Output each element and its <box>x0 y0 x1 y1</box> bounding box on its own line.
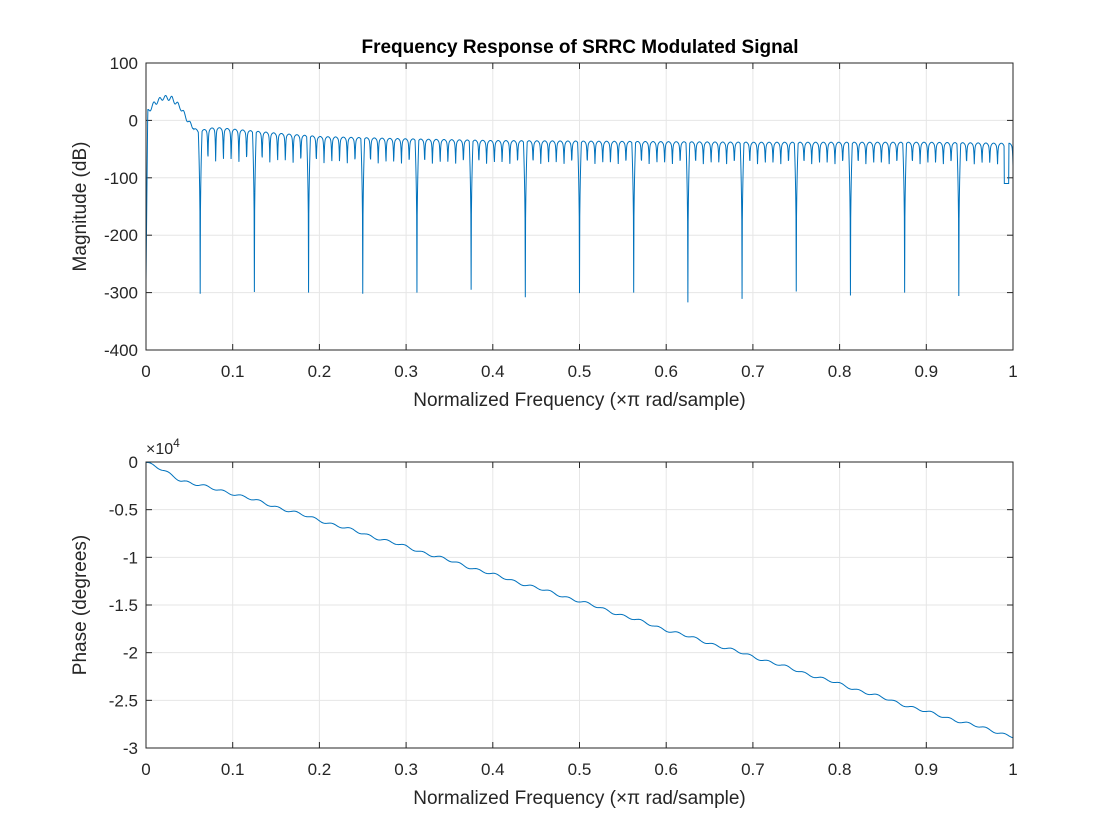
x-tick-label: 0 <box>141 760 150 779</box>
y-tick-label: -3 <box>123 739 138 758</box>
magnitude-ylabel: Magnitude (dB) <box>70 142 91 272</box>
y-tick-label: -200 <box>104 226 138 245</box>
magnitude-axes: 0 0.1 0.2 0.3 0.4 0.5 0.6 0.7 0.8 0.9 1 100 0 -100 -20… <box>70 54 1018 411</box>
y-tick-label: -300 <box>104 284 138 303</box>
x-tick-label: 0.2 <box>308 362 332 381</box>
magnitude-series-line <box>145 94 1014 303</box>
x-tick-label: 0.8 <box>828 362 852 381</box>
phase-grid <box>145 461 1014 749</box>
x-tick-label: 1 <box>1008 362 1017 381</box>
x-tick-label: 0.3 <box>394 760 418 779</box>
y-tick-label: -100 <box>104 169 138 188</box>
x-tick-label: 0.8 <box>828 760 852 779</box>
x-tick-label: 0.4 <box>481 760 505 779</box>
y-tick-label: -1.5 <box>109 596 138 615</box>
y-tick-label: -400 <box>104 341 138 360</box>
phase-ylabel: Phase (degrees) <box>70 535 91 675</box>
phase-exponent-label: ×104 <box>146 436 180 458</box>
y-tick-label: 100 <box>110 54 138 73</box>
x-tick-label: 0.1 <box>221 760 245 779</box>
phase-axes: 0 0.1 0.2 0.3 0.4 0.5 0.6 0.7 0.8 0.9 1 0 -0.5 -1 -1.5… <box>70 436 1018 809</box>
phase-xlabel: Normalized Frequency (×π rad/sample) <box>413 788 746 809</box>
x-tick-label: 0.3 <box>394 362 418 381</box>
y-tick-label: 0 <box>129 111 138 130</box>
x-tick-label: 1 <box>1008 760 1017 779</box>
y-tick-label: 0 <box>129 453 138 472</box>
x-tick-label: 0.6 <box>654 362 678 381</box>
y-tick-label: -2.5 <box>109 691 138 710</box>
x-tick-label: 0.6 <box>654 760 678 779</box>
x-tick-label: 0.7 <box>741 760 765 779</box>
phase-exponent-prefix: ×10 <box>146 441 173 458</box>
phase-tick-labels: 0 0.1 0.2 0.3 0.4 0.5 0.6 0.7 0.8 0.9 1 0 -0.5 -1 -1.5… <box>109 453 1018 779</box>
x-tick-label: 0.5 <box>568 760 592 779</box>
y-tick-label: -2 <box>123 644 138 663</box>
x-tick-label: 0.7 <box>741 362 765 381</box>
x-tick-label: 0 <box>141 362 150 381</box>
chart-title: Frequency Response of SRRC Modulated Sig… <box>361 37 798 58</box>
x-tick-label: 0.1 <box>221 362 245 381</box>
x-tick-label: 0.2 <box>308 760 332 779</box>
phase-series-line <box>146 461 1014 739</box>
x-tick-label: 0.5 <box>568 362 592 381</box>
magnitude-axes-box <box>145 62 1014 351</box>
magnitude-xlabel: Normalized Frequency (×π rad/sample) <box>413 390 746 411</box>
phase-axes-box <box>145 461 1014 749</box>
y-tick-label: -1 <box>123 548 138 567</box>
phase-exponent-power: 4 <box>173 436 180 450</box>
x-tick-label: 0.9 <box>914 362 938 381</box>
y-tick-label: -0.5 <box>109 501 138 520</box>
x-tick-label: 0.4 <box>481 362 505 381</box>
magnitude-grid <box>145 62 1014 351</box>
x-tick-label: 0.9 <box>914 760 938 779</box>
magnitude-tick-labels: 0 0.1 0.2 0.3 0.4 0.5 0.6 0.7 0.8 0.9 1 100 0 -100 -20… <box>104 54 1018 381</box>
